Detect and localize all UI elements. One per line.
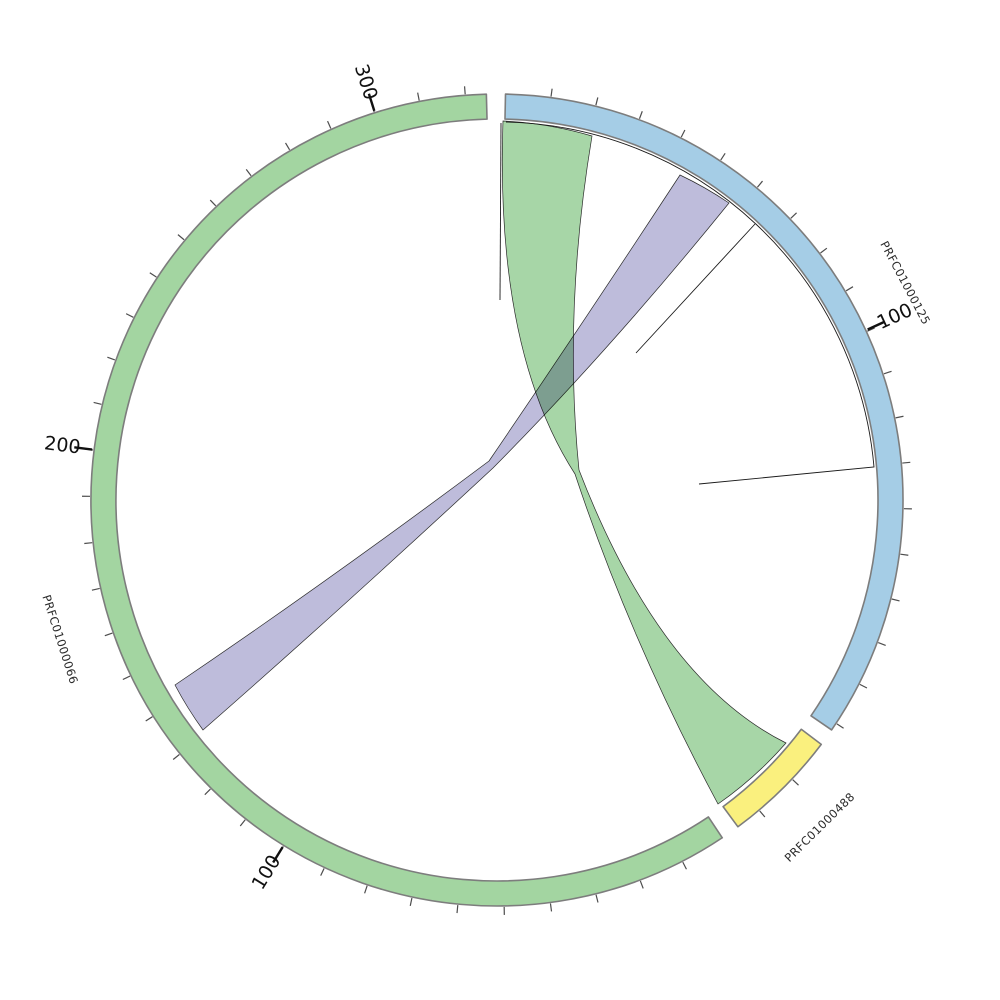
tick-label: 300 xyxy=(350,62,382,103)
minor-tick xyxy=(285,142,291,151)
minor-tick xyxy=(145,716,153,722)
segment-arc-PRFC01000125 xyxy=(504,93,904,731)
minor-tick xyxy=(639,880,644,889)
minor-tick xyxy=(107,356,116,361)
minor-tick xyxy=(792,779,799,786)
minor-tick xyxy=(595,894,599,903)
minor-tick xyxy=(364,885,368,894)
minor-tick xyxy=(204,788,211,796)
minor-tick xyxy=(845,286,854,292)
minor-tick xyxy=(239,819,246,827)
minor-tick xyxy=(682,861,687,870)
thin-link-long-inner-arc xyxy=(505,121,875,485)
tick-label: 100 xyxy=(248,851,286,893)
segment-label-PRFC01000488: PRFC01000488 xyxy=(782,790,858,865)
ribbon-blue-to-PRFC01000066 xyxy=(174,174,730,731)
minor-tick xyxy=(895,415,904,419)
minor-tick xyxy=(902,461,911,464)
minor-tick xyxy=(125,313,134,318)
major-tick xyxy=(74,446,93,451)
links-layer xyxy=(499,121,875,485)
segment-arc-PRFC01000066 xyxy=(90,93,724,907)
major-tick xyxy=(367,93,376,112)
minor-tick xyxy=(891,598,900,602)
minor-tick xyxy=(209,199,217,207)
minor-tick xyxy=(550,88,553,97)
minor-tick xyxy=(759,810,766,818)
minor-tick xyxy=(245,168,252,177)
minor-tick xyxy=(149,272,157,278)
minor-tick xyxy=(595,97,599,106)
minor-tick xyxy=(177,234,185,241)
ribbons-layer xyxy=(174,120,787,805)
minor-tick xyxy=(456,905,459,914)
minor-tick xyxy=(122,675,131,681)
minor-tick xyxy=(877,642,886,646)
ribbon-blue-start-to-PRFC01000488 xyxy=(501,120,787,805)
minor-tick xyxy=(320,868,325,876)
minor-tick xyxy=(104,632,113,637)
major-tick xyxy=(272,846,284,864)
minor-tick xyxy=(900,553,909,556)
minor-tick xyxy=(409,897,413,906)
minor-tick xyxy=(549,903,553,912)
thin-link-mid xyxy=(635,223,756,354)
minor-tick xyxy=(820,247,828,254)
segment-arc-PRFC01000488 xyxy=(722,728,823,828)
minor-tick xyxy=(417,92,420,101)
major-tick xyxy=(867,320,885,331)
thin-link-vertical xyxy=(499,122,502,301)
minor-tick xyxy=(93,401,102,405)
minor-tick xyxy=(327,120,332,129)
segments-layer xyxy=(74,86,912,915)
tick-label: 200 xyxy=(43,432,82,458)
minor-tick xyxy=(638,111,643,119)
minor-tick xyxy=(859,683,868,689)
minor-tick xyxy=(463,86,466,95)
minor-tick xyxy=(756,180,763,188)
minor-tick xyxy=(836,723,844,729)
minor-tick xyxy=(172,754,180,760)
minor-tick xyxy=(867,327,875,332)
minor-tick xyxy=(84,542,93,545)
segment-label-PRFC01000066: PRFC01000066 xyxy=(39,593,81,686)
minor-tick xyxy=(883,370,892,375)
minor-tick xyxy=(720,153,726,161)
minor-tick xyxy=(790,212,797,219)
minor-tick xyxy=(91,587,100,591)
minor-tick xyxy=(680,129,686,138)
